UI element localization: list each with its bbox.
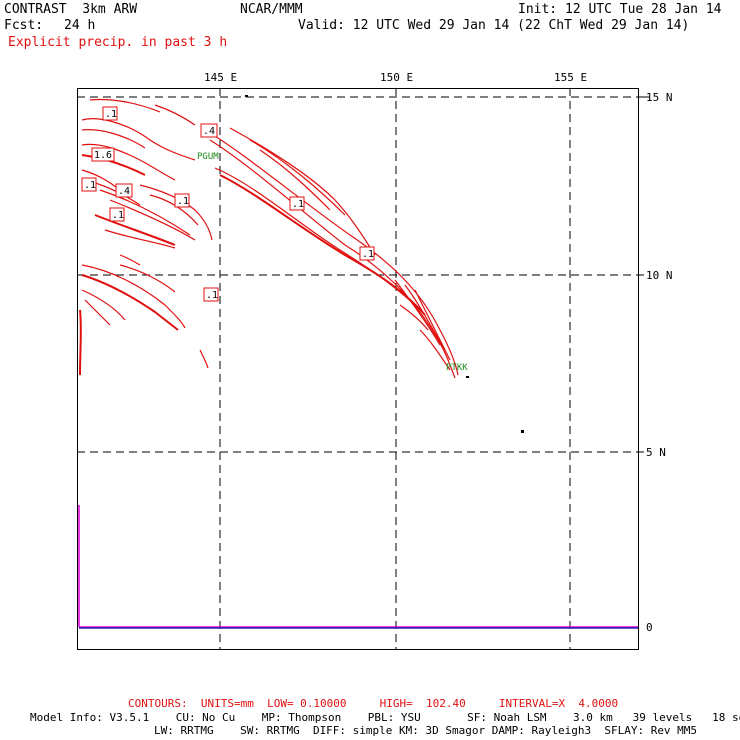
station-pgum: PGUM	[197, 152, 219, 162]
contour-label: .1	[105, 109, 117, 120]
contour-label: .1	[362, 249, 374, 260]
graticule	[77, 88, 649, 649]
contour-label: .1	[84, 180, 96, 191]
lat-label-15n: 15 N	[646, 91, 673, 104]
model-name: CONTRAST 3km ARW	[4, 2, 138, 17]
timeseries	[78, 505, 638, 629]
lon-label-150: 150 E	[380, 71, 413, 84]
contour-label: .4	[118, 186, 130, 197]
lon-label-155: 155 E	[554, 71, 587, 84]
contour-label: .1	[112, 210, 124, 221]
fcst-label: Fcst:	[4, 18, 44, 33]
contours-info: CONTOURS: UNITS=mm LOW= 0.10000 HIGH= 10…	[128, 697, 619, 710]
lat-label-10n: 10 N	[646, 269, 673, 282]
contour-label: .1	[177, 196, 189, 207]
valid-time: Valid: 12 UTC Wed 29 Jan 14 (22 ChT Wed …	[298, 18, 690, 33]
contour-label: 1.6	[94, 150, 112, 161]
contour-label: .1	[292, 199, 304, 210]
contour-label: .1	[206, 290, 218, 301]
model-info-line1: Model Info: V3.5.1 CU: No Cu MP: Thompso…	[30, 711, 740, 724]
axis-labels: 145 E 150 E 155 E 15 N 10 N 5 N 0	[204, 71, 673, 634]
lon-label-145: 145 E	[204, 71, 237, 84]
init-time: Init: 12 UTC Tue 28 Jan 14	[518, 2, 722, 17]
field-title: Explicit precip. in past 3 h	[8, 35, 228, 50]
map-frame	[77, 88, 639, 650]
center-name: NCAR/MMM	[240, 2, 303, 17]
station-ptkk: PTKK	[446, 363, 468, 373]
fcst-value: 24 h	[64, 18, 96, 33]
lat-label-5n: 5 N	[646, 446, 666, 459]
contour-labels: .1 1.6 .1 .4 .1 .1 .4 .1 .1 .1	[81, 106, 375, 302]
contour-label: .4	[203, 126, 215, 137]
model-info-line2: LW: RRTMG SW: RRTMG DIFF: simple KM: 3D …	[154, 724, 698, 737]
islands	[245, 95, 524, 433]
timeseries-zero-label: 0	[646, 621, 653, 634]
stations: PGUM PTKK	[197, 152, 468, 373]
precip-contours	[79, 98, 459, 379]
